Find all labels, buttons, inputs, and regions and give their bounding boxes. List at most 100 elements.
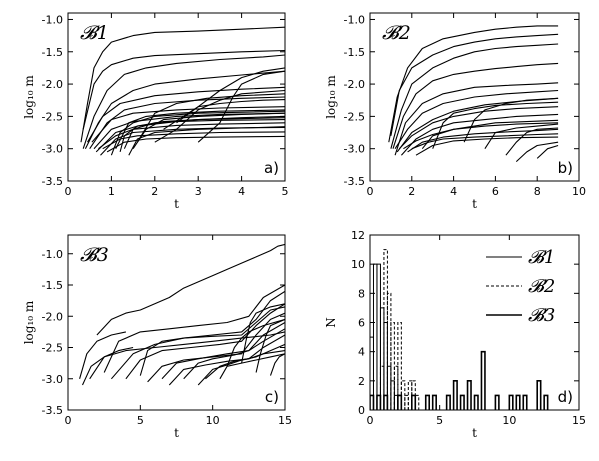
y-tick-label: -1.0 <box>42 248 63 261</box>
x-tick-label: 8 <box>534 185 541 198</box>
x-tick-label: 4 <box>450 185 457 198</box>
y-tick-label: 12 <box>351 229 365 242</box>
x-tick-label: 1 <box>108 185 115 198</box>
plot-data <box>370 249 549 410</box>
series-line-6 <box>89 96 285 150</box>
x-tick-label: 5 <box>436 414 443 427</box>
hist-bar <box>383 394 389 410</box>
hist-bar <box>376 263 381 410</box>
y-tick-label: -2.5 <box>42 110 63 123</box>
panel-letter: c) <box>265 388 279 406</box>
hist-bar <box>376 394 382 410</box>
x-tick-label: 15 <box>572 414 586 427</box>
hist-bar <box>386 292 392 410</box>
y-tick-label: -1.5 <box>42 46 63 59</box>
plot-frame <box>369 12 580 182</box>
hist-bar <box>372 263 378 410</box>
series-line-14 <box>421 119 559 150</box>
series-line-20 <box>536 144 559 159</box>
hist-bar <box>536 380 542 410</box>
x-tick-label: 3 <box>195 185 202 198</box>
hist-bar <box>431 394 437 410</box>
series-line-2 <box>103 284 285 373</box>
x-axis-ticks: 0 5 10 15 <box>65 235 292 427</box>
series-line-13 <box>415 136 559 156</box>
series-line-2 <box>390 33 559 136</box>
x-tick-label: 10 <box>572 185 586 198</box>
legend-label-1: 𝓑1 <box>528 247 555 268</box>
y-tick-label: -3.5 <box>42 404 63 417</box>
x-tick-label: 5 <box>137 414 144 427</box>
series-line-9 <box>183 328 285 380</box>
series-line-11 <box>205 350 285 380</box>
series-line-8 <box>93 112 285 150</box>
hist-bar <box>424 394 431 410</box>
y-axis-ticks: -3.5 -3.0 -2.5 -2.0 -1.5 -1.0 <box>344 13 579 188</box>
series-line-7 <box>161 322 285 380</box>
legend-label-3: 𝓑3 <box>528 305 555 326</box>
y-tick-label: 8 <box>358 287 365 300</box>
hist-series-2 <box>379 249 420 410</box>
series-line-6 <box>147 312 285 383</box>
x-axis-label: t <box>174 426 179 440</box>
y-tick-label: 4 <box>358 346 365 359</box>
legend-label-2: 𝓑2 <box>528 276 555 297</box>
series-line-8 <box>398 106 559 150</box>
series-line-10 <box>98 122 285 150</box>
y-tick-label: 0 <box>358 404 365 417</box>
panel-4: 0 5 10 15 0 2 4 6 8 10 12 t Nd) 𝓑1 𝓑2 𝓑3 <box>324 229 586 440</box>
y-tick-label: -2.0 <box>344 78 365 91</box>
series-line-23 <box>197 70 285 143</box>
y-tick-label: -3.5 <box>42 175 63 188</box>
x-tick-label: 2 <box>151 185 158 198</box>
hist-bar <box>494 394 500 410</box>
hist-bar <box>393 365 399 410</box>
hist-bar <box>390 322 395 410</box>
x-tick-label: 0 <box>65 414 72 427</box>
x-axis-label: t <box>472 426 477 440</box>
series-line-17 <box>79 331 127 379</box>
x-tick-label: 4 <box>238 185 245 198</box>
hist-bar <box>390 380 395 410</box>
panel-letter: a) <box>264 159 279 177</box>
plot-data <box>388 25 559 163</box>
y-tick-label: 2 <box>358 375 365 388</box>
hist-bar <box>459 394 465 410</box>
y-axis-ticks: -3.5 -3.0 -2.5 -2.0 -1.5 -1.0 <box>42 248 285 417</box>
series-line-14 <box>241 303 285 364</box>
series-line-12 <box>411 133 559 150</box>
series-line-5 <box>394 82 559 156</box>
series-line-19 <box>515 141 559 163</box>
panel-title: 𝓑2 <box>382 22 411 44</box>
series-line-10 <box>197 343 285 386</box>
hist-bar <box>480 350 486 410</box>
series-line-18 <box>505 127 559 156</box>
hist-bar <box>515 394 521 410</box>
series-line-3 <box>110 290 285 380</box>
x-tick-label: 0 <box>367 185 374 198</box>
x-tick-label: 6 <box>492 185 499 198</box>
panel-3: 0 5 10 15 -3.5 -3.0 -2.5 -2.0 -1.5 -1.0 t log₁₀ m 𝓑3… <box>22 234 292 440</box>
panel-letter: b) <box>558 159 573 177</box>
y-tick-label: -3.0 <box>42 143 63 156</box>
plot-frame <box>67 12 286 182</box>
series-line-4 <box>125 303 285 380</box>
y-axis-label: log₁₀ m <box>324 75 338 119</box>
x-tick-label: 10 <box>206 414 220 427</box>
y-tick-label: -1.5 <box>42 279 63 292</box>
y-tick-label: -2.5 <box>344 110 365 123</box>
hist-series-3 <box>370 350 549 410</box>
x-tick-label: 2 <box>408 185 415 198</box>
y-axis-ticks: -3.5 -3.0 -2.5 -2.0 -1.5 -1.0 <box>42 13 285 188</box>
plot-data <box>79 243 285 386</box>
y-tick-label: -3.0 <box>344 143 365 156</box>
series-line-20 <box>136 93 285 143</box>
series-line-18 <box>128 126 285 156</box>
series-line-16 <box>269 353 285 376</box>
x-tick-label: 0 <box>367 414 374 427</box>
x-tick-label: 0 <box>65 185 72 198</box>
panel-2: 0 2 4 6 8 10 -3.5 -3.0 -2.5 -2.0 -1.5 -1.0 t log₁₀ m 𝓑… <box>324 12 586 211</box>
x-axis-label: t <box>174 197 179 211</box>
y-tick-label: -2.0 <box>42 78 63 91</box>
